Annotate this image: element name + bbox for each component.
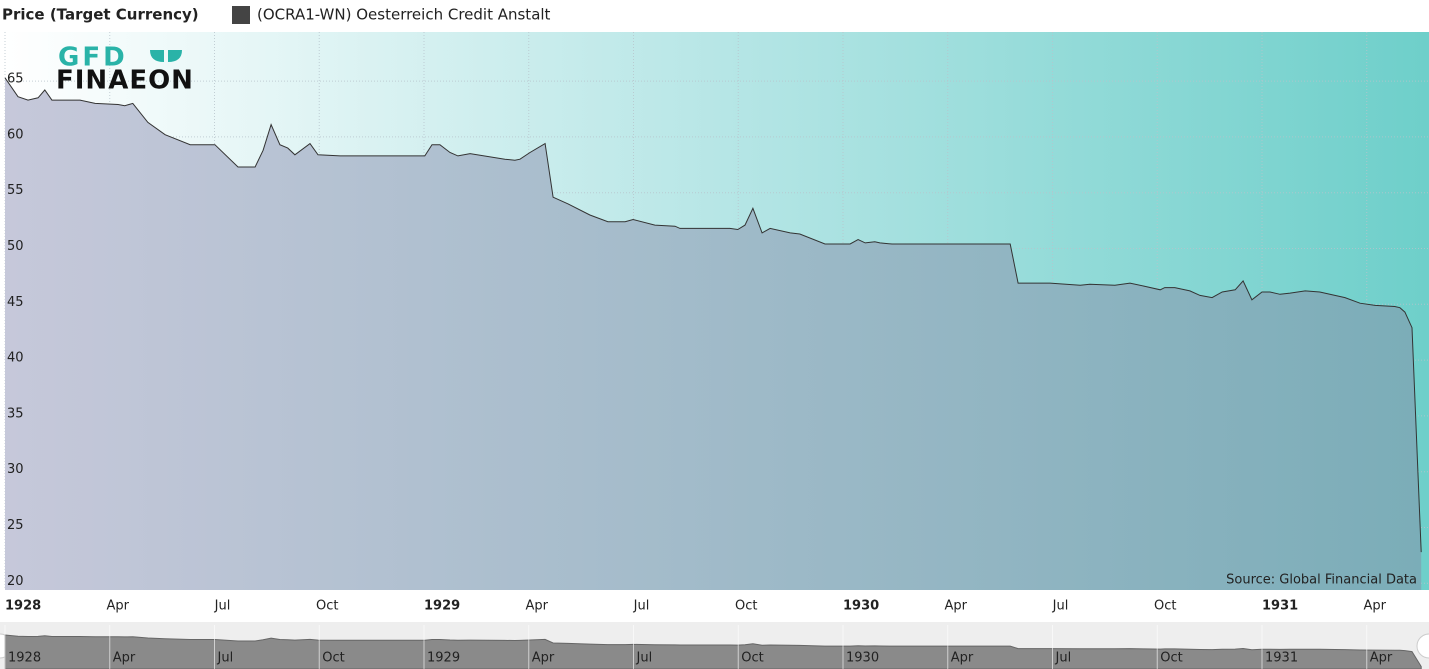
- source-note: Source: Global Financial Data: [1226, 573, 1417, 588]
- x-tick-label: Oct: [735, 599, 757, 614]
- x-tick-label: 1931: [1262, 599, 1298, 614]
- legend-label[interactable]: (OCRA1-WN) Oesterreich Credit Anstalt: [257, 6, 551, 24]
- navigator-tick-label: Oct: [1160, 651, 1182, 666]
- navigator-tick-label: Apr: [113, 651, 136, 666]
- y-tick-label: 60: [7, 127, 24, 142]
- y-tick-label: 45: [7, 295, 24, 310]
- navigator-tick-label: Oct: [322, 651, 344, 666]
- y-tick-label: 30: [7, 462, 24, 477]
- y-tick-label: 25: [7, 518, 24, 533]
- y-tick-label: 65: [7, 72, 24, 87]
- navigator-tick-label: Apr: [1370, 651, 1393, 666]
- navigator-tick-label: 1928: [8, 651, 41, 666]
- plot: [4, 32, 1429, 591]
- x-tick-label: Oct: [1154, 599, 1176, 614]
- x-tick-label: Jul: [214, 599, 231, 614]
- x-tick-label: Apr: [945, 599, 968, 614]
- y-tick-label: 55: [7, 183, 24, 198]
- legend-swatch: [232, 6, 250, 24]
- x-tick-label: Apr: [526, 599, 549, 614]
- x-tick-label: Jul: [633, 599, 650, 614]
- x-tick-label: 1928: [5, 599, 41, 614]
- navigator-tick-label: Oct: [741, 651, 763, 666]
- navigator-tick-label: Jul: [1055, 651, 1072, 666]
- navigator-tick-label: Jul: [636, 651, 653, 666]
- navigator-tick-label: 1929: [427, 651, 460, 666]
- navigator-tick-label: Jul: [217, 651, 234, 666]
- x-tick-label: Oct: [316, 599, 338, 614]
- x-tick-label: Apr: [107, 599, 130, 614]
- y-tick-label: 35: [7, 406, 24, 421]
- x-tick-label: 1929: [424, 599, 460, 614]
- chart-title: Price (Target Currency): [2, 6, 199, 24]
- y-tick-label: 20: [7, 574, 24, 589]
- logo-leaves: [150, 50, 182, 62]
- navigator-tick-label: 1930: [846, 651, 879, 666]
- navigator-tick-label: Apr: [532, 651, 555, 666]
- line: [4, 77, 1422, 553]
- area: [5, 77, 1422, 591]
- logo-bottom: FINAEON: [56, 66, 194, 96]
- logo-top: GFD: [58, 43, 128, 73]
- navigator-tick-label: Apr: [951, 651, 974, 666]
- y-tick-label: 50: [7, 239, 24, 254]
- x-tick-label: 1930: [843, 599, 879, 614]
- x-tick-label: Apr: [1364, 599, 1387, 614]
- navigator-area: [4, 634, 1422, 669]
- navigator-handle-right[interactable]: [1416, 633, 1429, 659]
- y-tick-label: 40: [7, 351, 24, 366]
- x-tick-label: Jul: [1052, 599, 1069, 614]
- navigator-tick-label: 1931: [1265, 651, 1298, 666]
